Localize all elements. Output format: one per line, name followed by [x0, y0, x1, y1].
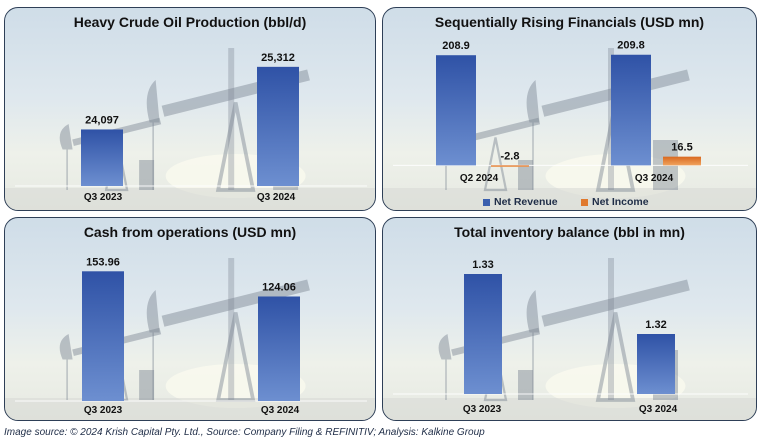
legend-item-net-income: Net Income	[581, 196, 649, 208]
data-label: -2.8	[501, 150, 520, 162]
bar-net-income-q3-2024	[663, 156, 701, 166]
bar-net-income-q2-2024	[491, 165, 529, 167]
category-label: Q3 2023	[463, 404, 502, 415]
panel-inventory-balance: 1.33 Q3 2023 1.32 Q3 2024 Total inventory b…	[382, 217, 757, 421]
bar-value-q3-2024	[637, 334, 675, 394]
chart-heavy-crude-production: 24,097 Q3 2023 25,312 Q3 2024	[15, 52, 367, 203]
data-label: 153.96	[86, 256, 120, 268]
panel-cash-from-operations: 153.96 Q3 2023 124.06 Q3 2024 Cash from ope…	[4, 217, 376, 421]
bar-value-q3-2023	[81, 129, 123, 186]
legend-item-net-revenue: Net Revenue	[483, 196, 558, 208]
data-label: 1.33	[472, 259, 493, 271]
chart-title: Heavy Crude Oil Production (bbl/d)	[73, 14, 307, 30]
bar-net-revenue-q2-2024	[436, 55, 476, 166]
category-label: Q3 2023	[84, 192, 123, 203]
category-label: Q3 2024	[635, 173, 674, 184]
bar-value-q3-2024	[258, 296, 300, 401]
data-label: 208.9	[442, 40, 470, 52]
chart-sequential-financials: 208.9 -2.8Q2 2024 209.8 16.5 Q3 2024	[393, 40, 748, 184]
data-label: 1.32	[645, 319, 666, 331]
bar-value-q3-2023	[464, 274, 502, 394]
source-note: Image source: © 2024 Krish Capital Pty. …	[4, 427, 485, 438]
category-label: Q3 2024	[639, 404, 678, 415]
chart-title: Sequentially Rising Financials (USD mn)	[434, 14, 705, 30]
category-label: Q2 2024	[460, 173, 499, 184]
category-label: Q3 2024	[261, 405, 300, 416]
legend-swatch-net-income	[581, 198, 588, 206]
panel-heavy-crude-production: 24,097 Q3 2023 25,312 Q3 2024 Heavy Crude O…	[4, 7, 376, 211]
legend-label: Net Revenue	[494, 196, 558, 208]
data-label: 25,312	[261, 52, 295, 64]
data-label: 209.8	[617, 40, 645, 52]
data-label: 16.5	[671, 142, 692, 154]
category-label: Q3 2023	[84, 405, 123, 416]
bar-net-revenue-q3-2024	[611, 54, 651, 166]
category-label: Q3 2024	[257, 192, 296, 203]
bar-value-q3-2023	[82, 271, 124, 401]
chart-cash-from-operations: 153.96 Q3 2023 124.06 Q3 2024	[15, 256, 367, 416]
legend-label: Net Income	[592, 196, 649, 208]
chart-title: Total inventory balance (bbl in mn)	[454, 224, 685, 240]
chart-title: Cash from operations (USD mn)	[83, 224, 297, 240]
data-label: 124.06	[262, 281, 296, 293]
chart-inventory-balance: 1.33 Q3 2023 1.32 Q3 2024	[393, 259, 748, 415]
panel-sequential-financials: 208.9 -2.8 Q2 2024 209.8 16.5 Q3 2024 Sequent…	[382, 7, 757, 211]
legend-swatch-net-revenue	[483, 198, 490, 206]
bar-value-q3-2024	[257, 66, 299, 186]
data-label: 24,097	[85, 114, 119, 126]
